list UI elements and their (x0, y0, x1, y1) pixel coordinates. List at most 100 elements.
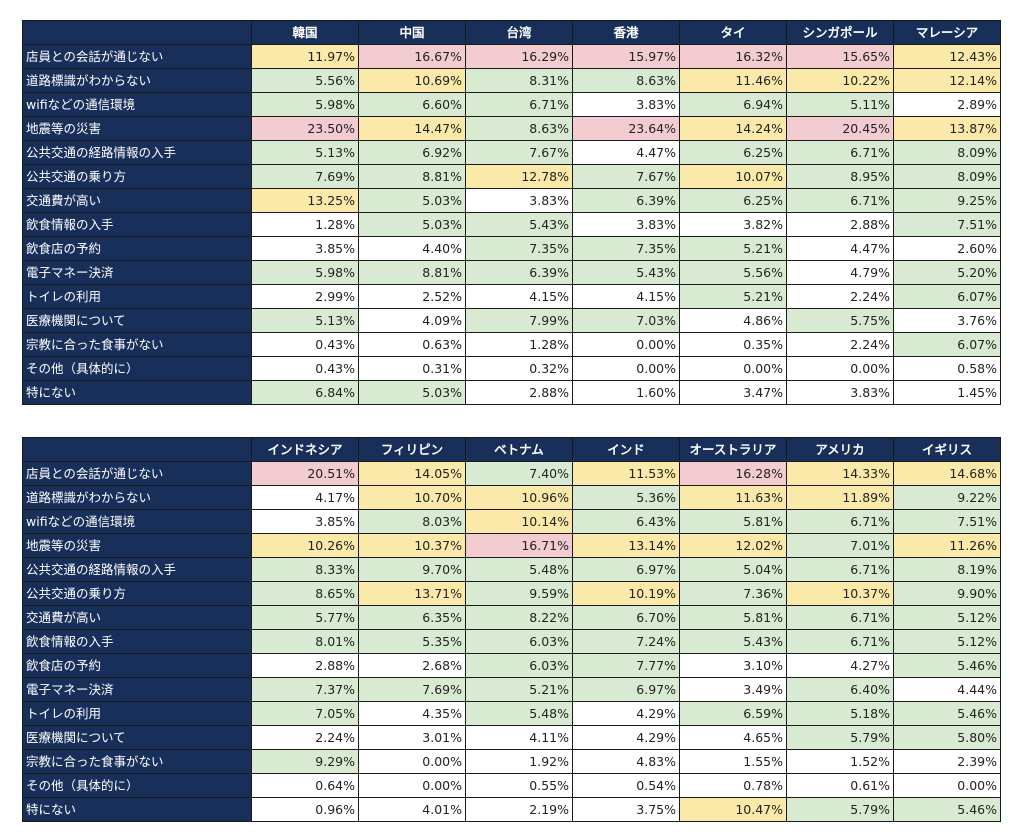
row-label: 特にない (22, 380, 252, 405)
value-cell: 0.00% (786, 356, 894, 381)
table-row: 飲食情報の入手 1.28% 5.03% 5.43% 3.83% 3.82% 2.88% 7.5… (22, 212, 1001, 237)
table-row: 公共交通の乗り方 8.65% 13.71% 9.59% 10.19% 7.36% 10.37… (22, 581, 1001, 606)
row-label: 電子マネー決済 (22, 260, 252, 285)
value-cell: 4.47% (572, 140, 680, 165)
value-cell: 6.97% (572, 677, 680, 702)
value-cell: 6.71% (786, 629, 894, 654)
value-cell: 7.40% (465, 461, 573, 486)
value-cell: 0.78% (679, 773, 787, 798)
value-cell: 5.12% (893, 629, 1001, 654)
value-cell: 7.99% (465, 308, 573, 333)
value-cell: 6.97% (572, 557, 680, 582)
value-cell: 7.51% (893, 509, 1001, 534)
row-label: 宗教に合った食事がない (22, 749, 252, 774)
table-row: トイレの利用 7.05% 4.35% 5.48% 4.29% 6.59% 5.18% 5.46… (22, 701, 1001, 726)
value-cell: 3.76% (893, 308, 1001, 333)
column-header: マレーシア (893, 20, 1001, 45)
value-cell: 2.24% (786, 332, 894, 357)
value-cell: 3.01% (358, 725, 466, 750)
value-cell: 0.00% (572, 332, 680, 357)
row-label: 飲食店の予約 (22, 653, 252, 678)
value-cell: 14.68% (893, 461, 1001, 486)
table-row: wifiなどの通信環境 5.98% 6.60% 6.71% 3.83% 6.94% 5.11… (22, 92, 1001, 117)
survey-table-asia: 韓国 中国 台湾 香港 タイ シンガポール マレーシア 店員との会話が通じない 11.97% 16… (22, 20, 1001, 405)
corner-cell (22, 20, 252, 45)
value-cell: 8.63% (465, 116, 573, 141)
value-cell: 1.60% (572, 380, 680, 405)
value-cell: 2.39% (893, 749, 1001, 774)
value-cell: 5.46% (893, 797, 1001, 822)
value-cell: 8.81% (358, 164, 466, 189)
value-cell: 8.03% (358, 509, 466, 534)
table-row: 特にない 0.96% 4.01% 2.19% 3.75% 10.47% 5.79% 5.46% (22, 797, 1001, 822)
value-cell: 13.71% (358, 581, 466, 606)
column-header: 台湾 (465, 20, 573, 45)
column-header: フィリピン (358, 437, 466, 462)
value-cell: 3.83% (786, 380, 894, 405)
row-label: 地震等の災害 (22, 116, 252, 141)
value-cell: 8.81% (358, 260, 466, 285)
value-cell: 5.81% (679, 509, 787, 534)
value-cell: 7.51% (893, 212, 1001, 237)
value-cell: 14.47% (358, 116, 466, 141)
value-cell: 0.00% (358, 773, 466, 798)
value-cell: 6.60% (358, 92, 466, 117)
value-cell: 7.77% (572, 653, 680, 678)
value-cell: 5.56% (679, 260, 787, 285)
value-cell: 5.81% (679, 605, 787, 630)
row-label: 道路標識がわからない (22, 485, 252, 510)
value-cell: 7.01% (786, 533, 894, 558)
header-row: インドネシア フィリピン ベトナム インド オーストラリア アメリカ イギリス (22, 437, 1001, 462)
value-cell: 10.14% (465, 509, 573, 534)
value-cell: 8.09% (893, 140, 1001, 165)
value-cell: 0.58% (893, 356, 1001, 381)
value-cell: 0.96% (251, 797, 359, 822)
value-cell: 11.53% (572, 461, 680, 486)
value-cell: 2.52% (358, 284, 466, 309)
value-cell: 5.03% (358, 380, 466, 405)
value-cell: 4.47% (786, 236, 894, 261)
value-cell: 15.97% (572, 44, 680, 69)
value-cell: 5.03% (358, 188, 466, 213)
value-cell: 3.83% (572, 92, 680, 117)
value-cell: 6.03% (465, 653, 573, 678)
value-cell: 7.37% (251, 677, 359, 702)
value-cell: 16.32% (679, 44, 787, 69)
value-cell: 5.04% (679, 557, 787, 582)
value-cell: 5.13% (251, 140, 359, 165)
value-cell: 4.17% (251, 485, 359, 510)
value-cell: 16.28% (679, 461, 787, 486)
value-cell: 3.85% (251, 236, 359, 261)
value-cell: 12.02% (679, 533, 787, 558)
value-cell: 5.21% (679, 236, 787, 261)
value-cell: 9.29% (251, 749, 359, 774)
value-cell: 4.09% (358, 308, 466, 333)
value-cell: 14.24% (679, 116, 787, 141)
value-cell: 5.75% (786, 308, 894, 333)
table-row: 電子マネー決済 7.37% 7.69% 5.21% 6.97% 3.49% 6.40% 4.4… (22, 677, 1001, 702)
column-header: インド (572, 437, 680, 462)
value-cell: 6.07% (893, 284, 1001, 309)
value-cell: 14.05% (358, 461, 466, 486)
header-row: 韓国 中国 台湾 香港 タイ シンガポール マレーシア (22, 20, 1001, 45)
value-cell: 6.25% (679, 188, 787, 213)
value-cell: 2.89% (893, 92, 1001, 117)
value-cell: 6.59% (679, 701, 787, 726)
value-cell: 4.40% (358, 236, 466, 261)
value-cell: 2.60% (893, 236, 1001, 261)
table-row: 地震等の災害 10.26% 10.37% 16.71% 13.14% 12.02% 7.01… (22, 533, 1001, 558)
value-cell: 5.21% (465, 677, 573, 702)
table-row: その他（具体的に） 0.43% 0.31% 0.32% 0.00% 0.00% 0.00% 0… (22, 356, 1001, 381)
value-cell: 10.69% (358, 68, 466, 93)
value-cell: 5.36% (572, 485, 680, 510)
row-label: 宗教に合った食事がない (22, 332, 252, 357)
column-header: オーストラリア (679, 437, 787, 462)
value-cell: 20.45% (786, 116, 894, 141)
value-cell: 3.47% (679, 380, 787, 405)
row-label: 公共交通の乗り方 (22, 581, 252, 606)
row-label: 公共交通の経路情報の入手 (22, 140, 252, 165)
value-cell: 7.24% (572, 629, 680, 654)
table-row: 公共交通の経路情報の入手 8.33% 9.70% 5.48% 6.97% 5.04% 6.7… (22, 557, 1001, 582)
value-cell: 6.25% (679, 140, 787, 165)
value-cell: 9.70% (358, 557, 466, 582)
